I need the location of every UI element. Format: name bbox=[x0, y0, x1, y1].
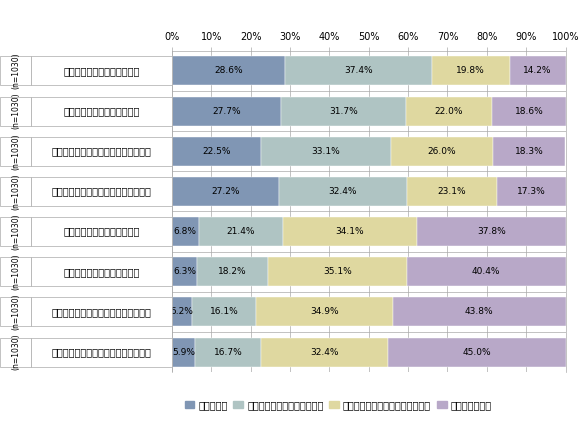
Bar bbox=[172, 297, 192, 327]
Bar bbox=[172, 217, 199, 246]
Bar bbox=[0, 137, 31, 166]
Bar bbox=[256, 297, 393, 327]
Text: 32.4%: 32.4% bbox=[310, 348, 339, 357]
Bar bbox=[497, 177, 566, 206]
Bar bbox=[0, 297, 31, 327]
Text: (n=1030): (n=1030) bbox=[11, 93, 20, 129]
Text: 40.4%: 40.4% bbox=[472, 267, 500, 276]
Bar bbox=[31, 217, 172, 246]
Text: (n=1030): (n=1030) bbox=[11, 294, 20, 330]
Bar bbox=[172, 257, 197, 286]
Bar bbox=[0, 217, 31, 246]
Bar bbox=[406, 96, 492, 126]
Bar bbox=[0, 338, 31, 367]
Bar bbox=[261, 137, 391, 166]
Bar bbox=[492, 96, 566, 126]
Text: 本気で接してくれる学校の先生がいる: 本気で接してくれる学校の先生がいる bbox=[51, 187, 152, 196]
Text: 6.3%: 6.3% bbox=[173, 267, 196, 276]
Text: 19.8%: 19.8% bbox=[456, 66, 485, 75]
Bar bbox=[199, 217, 283, 246]
Bar bbox=[510, 56, 566, 85]
Text: (n=1030): (n=1030) bbox=[11, 52, 20, 89]
Bar bbox=[493, 137, 565, 166]
Bar bbox=[31, 177, 172, 206]
Bar bbox=[31, 297, 172, 327]
Text: 尊敬できる学校の先生がいる: 尊敬できる学校の先生がいる bbox=[64, 106, 140, 116]
Text: 37.4%: 37.4% bbox=[344, 66, 373, 75]
Text: 16.7%: 16.7% bbox=[214, 348, 243, 357]
Text: 尊敬できる地域の大人がいる: 尊敬できる地域の大人がいる bbox=[64, 267, 140, 277]
Bar bbox=[391, 137, 493, 166]
Text: (n=1030): (n=1030) bbox=[11, 253, 20, 290]
Bar bbox=[0, 257, 31, 286]
Text: 本音で接してくれる学校の先生がいる: 本音で接してくれる学校の先生がいる bbox=[51, 146, 152, 156]
Bar bbox=[172, 338, 195, 367]
Bar bbox=[172, 96, 281, 126]
Text: (n=1030): (n=1030) bbox=[11, 334, 20, 371]
Text: 27.7%: 27.7% bbox=[212, 107, 241, 115]
Bar bbox=[417, 217, 566, 246]
Bar bbox=[31, 257, 172, 286]
Text: 27.2%: 27.2% bbox=[211, 187, 240, 196]
Bar bbox=[31, 338, 172, 367]
Bar bbox=[172, 137, 261, 166]
Bar bbox=[0, 177, 31, 206]
Text: (n=1030): (n=1030) bbox=[11, 213, 20, 250]
Text: 6.8%: 6.8% bbox=[174, 227, 197, 236]
Text: 18.3%: 18.3% bbox=[515, 147, 543, 156]
Bar bbox=[31, 56, 172, 85]
Text: 信頼できる地域の大人がいる: 信頼できる地域の大人がいる bbox=[64, 227, 140, 236]
Text: 35.1%: 35.1% bbox=[323, 267, 352, 276]
Text: 43.8%: 43.8% bbox=[465, 308, 494, 316]
Bar bbox=[0, 96, 31, 126]
Text: (n=1030): (n=1030) bbox=[11, 173, 20, 210]
Text: 信頼できる学校の先生がいる: 信頼できる学校の先生がいる bbox=[64, 66, 140, 76]
Bar bbox=[192, 297, 256, 327]
Bar bbox=[31, 96, 172, 126]
Text: 23.1%: 23.1% bbox=[438, 187, 466, 196]
Bar bbox=[285, 56, 431, 85]
Text: (n=1030): (n=1030) bbox=[11, 133, 20, 170]
Bar bbox=[268, 257, 406, 286]
Text: 45.0%: 45.0% bbox=[463, 348, 491, 357]
Text: 18.6%: 18.6% bbox=[515, 107, 543, 115]
Text: 32.4%: 32.4% bbox=[329, 187, 357, 196]
Text: 16.1%: 16.1% bbox=[210, 308, 238, 316]
Bar bbox=[281, 96, 406, 126]
Bar bbox=[388, 338, 566, 367]
Bar bbox=[283, 217, 417, 246]
Bar bbox=[406, 177, 497, 206]
Bar bbox=[31, 137, 172, 166]
Bar bbox=[261, 338, 388, 367]
Text: 本気で接してくれる地域の大人がいる: 本気で接してくれる地域の大人がいる bbox=[51, 347, 152, 357]
Text: 22.0%: 22.0% bbox=[435, 107, 463, 115]
Bar bbox=[197, 257, 268, 286]
Bar bbox=[172, 56, 285, 85]
Text: 17.3%: 17.3% bbox=[517, 187, 546, 196]
Text: 21.4%: 21.4% bbox=[227, 227, 255, 236]
Bar bbox=[0, 56, 31, 85]
Text: 5.9%: 5.9% bbox=[172, 348, 195, 357]
Text: 33.1%: 33.1% bbox=[311, 147, 340, 156]
Text: 18.2%: 18.2% bbox=[218, 267, 247, 276]
Text: 本音で接してくれる地域の大人がいる: 本音で接してくれる地域の大人がいる bbox=[51, 307, 152, 317]
Text: 34.9%: 34.9% bbox=[310, 308, 339, 316]
Bar bbox=[195, 338, 261, 367]
Bar bbox=[431, 56, 510, 85]
Text: 28.6%: 28.6% bbox=[214, 66, 243, 75]
Text: 5.2%: 5.2% bbox=[171, 308, 194, 316]
Legend: あてはまる, どちらかといえばあてはまる, どちらかといえばあてはまらない, あてはまらない: あてはまる, どちらかといえばあてはまる, どちらかといえばあてはまらない, あ… bbox=[181, 396, 496, 414]
Text: 14.2%: 14.2% bbox=[524, 66, 552, 75]
Bar bbox=[406, 257, 566, 286]
Text: 37.8%: 37.8% bbox=[477, 227, 506, 236]
Text: 22.5%: 22.5% bbox=[202, 147, 230, 156]
Bar bbox=[393, 297, 566, 327]
Text: 34.1%: 34.1% bbox=[336, 227, 364, 236]
Text: 31.7%: 31.7% bbox=[329, 107, 358, 115]
Bar bbox=[172, 177, 279, 206]
Text: 26.0%: 26.0% bbox=[428, 147, 456, 156]
Bar bbox=[279, 177, 406, 206]
